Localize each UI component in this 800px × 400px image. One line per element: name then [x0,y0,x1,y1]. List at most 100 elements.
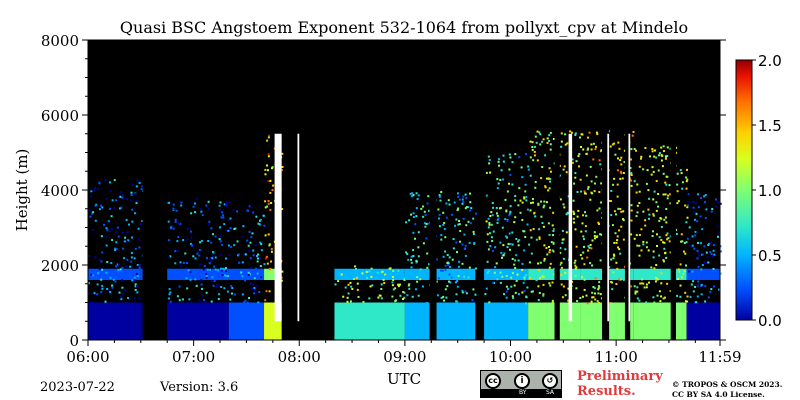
data-cell [669,202,672,205]
data-cell [652,198,655,201]
data-cell [523,196,526,199]
data-cell [254,244,257,247]
data-cell [695,212,698,215]
data-cell [206,257,208,260]
data-cell [619,159,622,162]
data-cell [529,276,531,279]
data-cell [525,295,528,298]
data-cell [581,295,584,298]
data-cell [652,230,654,233]
profile-segment [633,145,689,340]
data-cell [337,280,340,283]
profile-segment [484,153,530,340]
data-cell [268,290,271,293]
data-cell [270,260,272,263]
license-by: BY [519,389,527,396]
data-cell [524,236,527,238]
data-cell [692,290,695,293]
data-cell [635,149,637,152]
data-cell [260,249,263,252]
data-cell [441,269,444,272]
data-cell [471,299,474,302]
data-cell [237,253,240,256]
data-cell [122,231,124,234]
data-cell [590,143,593,146]
data-cell [456,300,459,303]
data-cell [106,261,109,263]
data-cell [490,211,493,214]
data-cell [561,296,564,299]
data-cell [111,239,114,241]
data-cell [622,278,625,281]
data-cell [534,215,537,218]
x-axis-label: UTC [387,370,421,388]
data-cell [599,259,602,262]
data-cell [214,268,217,271]
data-cell [501,256,503,259]
data-cell [223,268,226,271]
inversion-band [686,268,720,280]
profile-segment [334,265,406,340]
data-cell [134,289,137,291]
data-cell [221,274,224,276]
data-cell [705,261,707,264]
data-cell [704,285,707,288]
profile-segment [686,193,722,340]
preliminary-line-2: Results. [577,384,636,399]
data-cell [425,222,428,225]
data-cell [622,172,625,174]
data-cell [494,246,497,249]
data-cell [135,272,138,275]
data-cell [701,228,704,231]
data-cell [182,261,185,264]
data-cell [175,277,178,280]
data-cell [486,260,489,263]
data-cell [548,233,551,236]
data-cell [505,285,508,288]
data-cell [96,283,99,286]
data-cell [368,270,371,273]
data-cell [120,298,123,301]
data-cell [266,139,269,142]
data-cell [121,286,124,289]
data-cell [679,169,682,172]
data-cell [241,235,244,238]
data-cell [251,287,254,290]
data-cell [566,142,569,145]
data-cell [509,156,512,159]
data-cell [486,240,489,243]
data-cell [463,233,466,236]
data-cell [229,298,232,301]
data-cell [461,202,464,205]
data-cell [444,264,447,267]
data-cell [114,230,117,233]
data-cell [597,288,600,291]
boundary-layer [228,302,265,340]
data-cell [585,174,588,177]
data-cell [633,237,636,240]
data-cell [648,213,651,216]
data-cell [521,176,524,179]
data-cell [534,181,537,183]
data-cell [696,249,699,252]
data-cell [110,262,113,265]
data-cell [615,241,618,244]
data-cell [525,199,528,202]
data-cell [399,294,402,297]
data-cell [101,284,104,287]
data-cell [684,300,687,303]
data-cell [582,214,584,217]
data-cell [537,262,540,265]
data-cell [689,295,692,298]
data-cell [439,199,442,202]
data-cell [227,275,230,278]
data-cell [652,170,655,173]
data-cell [631,134,634,137]
data-cell [250,236,253,239]
data-cell [686,300,689,303]
data-cell [577,209,580,212]
data-cell [696,284,699,287]
data-cell [513,284,516,287]
data-cell [685,264,687,267]
data-cell [587,136,590,139]
